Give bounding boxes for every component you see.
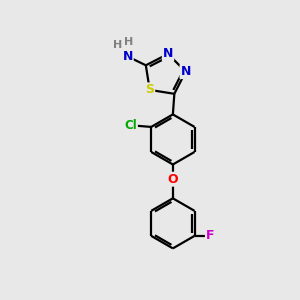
Text: N: N bbox=[181, 65, 191, 78]
Text: Cl: Cl bbox=[124, 119, 137, 132]
Text: N: N bbox=[163, 47, 173, 61]
Text: N: N bbox=[122, 50, 133, 63]
Text: H: H bbox=[112, 40, 122, 50]
Text: O: O bbox=[168, 173, 178, 186]
Text: H: H bbox=[124, 37, 133, 47]
Text: F: F bbox=[206, 230, 214, 242]
Text: S: S bbox=[145, 83, 154, 96]
